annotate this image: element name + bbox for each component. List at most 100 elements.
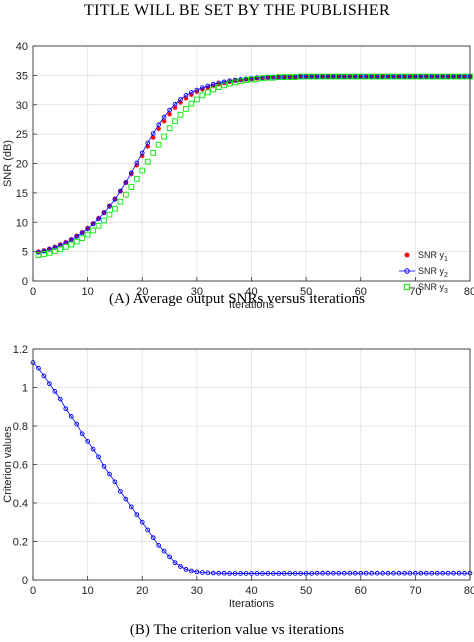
data-point xyxy=(227,79,233,85)
y-tick-label: 40 xyxy=(16,41,28,53)
data-point xyxy=(363,74,369,79)
data-point xyxy=(167,554,172,560)
data-point xyxy=(123,496,129,502)
x-tick-label: 80 xyxy=(464,286,474,298)
data-point xyxy=(101,464,107,469)
data-point xyxy=(166,125,173,132)
x-axis-label: Iterations xyxy=(229,598,275,610)
data-point xyxy=(183,92,189,98)
data-point xyxy=(445,570,451,576)
data-point xyxy=(96,216,101,222)
data-point xyxy=(303,571,309,576)
data-point xyxy=(445,74,451,79)
data-point xyxy=(407,570,413,576)
data-point xyxy=(41,248,47,254)
data-point xyxy=(413,570,418,576)
data-point xyxy=(156,122,161,128)
data-point xyxy=(226,80,233,87)
snr-chart: 0 10 20 30 40 50 60 70 800510152025303540Iterati… xyxy=(2,41,474,311)
x-tick-label: 10 xyxy=(82,286,94,298)
data-point xyxy=(368,73,375,80)
data-point xyxy=(232,79,238,86)
data-point xyxy=(352,73,359,80)
data-point xyxy=(319,73,326,80)
data-point xyxy=(243,571,249,576)
data-point xyxy=(215,84,222,90)
data-point xyxy=(292,571,298,576)
data-point xyxy=(320,570,325,576)
data-point xyxy=(221,82,228,89)
data-point xyxy=(74,234,80,239)
legend-marker xyxy=(404,268,410,274)
data-point xyxy=(79,230,85,236)
x-tick-label: 30 xyxy=(191,286,203,298)
data-point xyxy=(314,570,320,576)
y-tick-label: 25 xyxy=(16,129,28,141)
data-point xyxy=(145,527,151,533)
data-point xyxy=(221,79,227,85)
data-point xyxy=(254,76,260,82)
data-point xyxy=(412,73,419,80)
data-point xyxy=(79,235,86,241)
data-point xyxy=(358,74,364,79)
data-point xyxy=(423,570,429,576)
data-point xyxy=(363,73,370,80)
caption-b: (B) The criterion value vs iterations xyxy=(129,622,345,638)
legend-marker xyxy=(404,252,410,258)
data-point xyxy=(41,248,47,253)
x-tick-label: 0 xyxy=(30,585,36,597)
data-point xyxy=(205,570,211,576)
data-point xyxy=(101,217,107,224)
data-point xyxy=(112,479,118,485)
data-point xyxy=(210,570,216,576)
data-point xyxy=(161,118,167,124)
data-point xyxy=(265,74,271,81)
data-point xyxy=(139,150,145,156)
data-point xyxy=(35,252,42,259)
data-point xyxy=(407,74,413,79)
data-point xyxy=(227,571,232,576)
y-tick-label: 0 xyxy=(22,575,28,587)
data-point xyxy=(52,248,58,254)
data-point xyxy=(259,75,266,82)
data-point xyxy=(347,570,353,576)
data-point xyxy=(227,78,232,84)
x-tick-label: 20 xyxy=(136,585,148,597)
data-point xyxy=(265,75,271,81)
data-point xyxy=(352,570,358,576)
data-point xyxy=(369,570,375,576)
data-point xyxy=(199,570,205,575)
data-point xyxy=(161,548,167,554)
data-point xyxy=(396,74,402,79)
data-point xyxy=(52,245,58,250)
y-tick-label: 10 xyxy=(16,217,28,229)
y-tick-label: 1.2 xyxy=(13,344,28,356)
data-point xyxy=(276,74,282,80)
data-point xyxy=(183,95,189,101)
legend-entry-1: SNR y1 xyxy=(404,250,448,263)
data-point xyxy=(112,205,118,212)
data-point xyxy=(440,570,446,576)
data-point xyxy=(41,373,47,379)
data-point xyxy=(63,239,69,245)
y-axis-label: SNR (dB) xyxy=(2,140,14,187)
data-point xyxy=(36,249,41,255)
data-point xyxy=(178,97,183,102)
data-point xyxy=(342,570,347,576)
data-point xyxy=(107,204,112,209)
data-point xyxy=(156,542,161,548)
data-point xyxy=(139,153,145,159)
data-point xyxy=(150,150,157,156)
data-point xyxy=(73,238,80,245)
data-point xyxy=(281,74,288,80)
data-point xyxy=(461,73,468,80)
data-point xyxy=(161,133,167,140)
data-point xyxy=(391,74,396,79)
data-point xyxy=(379,73,386,80)
x-tick-label: 50 xyxy=(300,286,312,298)
legend-entry-3: SNR y3 xyxy=(403,282,448,295)
data-point xyxy=(85,439,90,444)
data-point xyxy=(456,570,462,576)
data-point xyxy=(418,570,424,576)
